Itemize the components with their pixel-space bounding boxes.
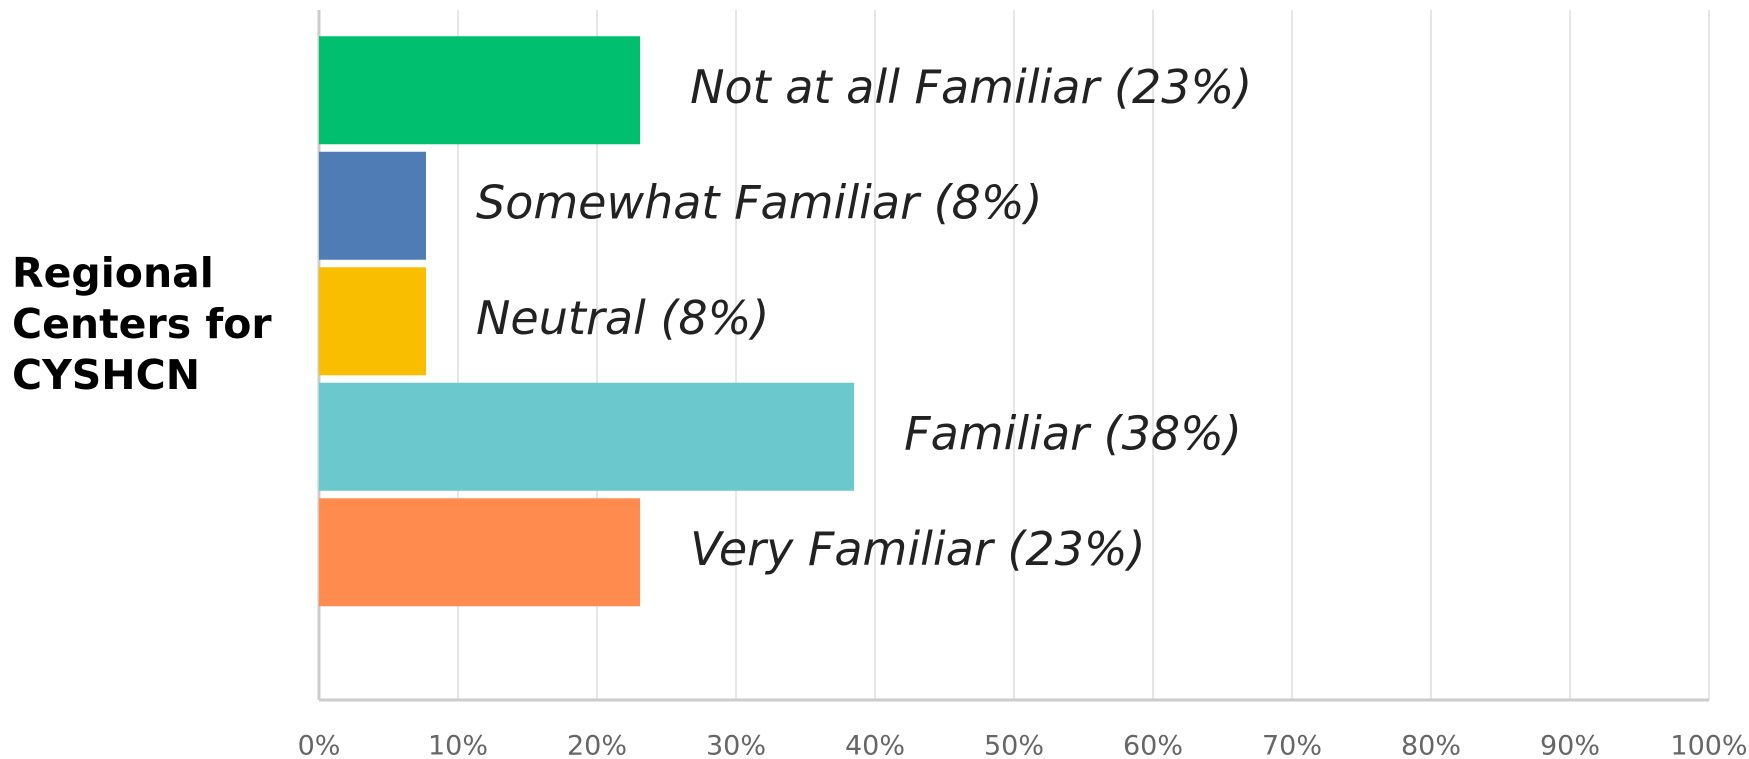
x-tick-label: 50% [984,731,1044,759]
x-tick-label: 10% [428,731,488,759]
data-label: Familiar (38%) [904,406,1242,460]
bar [319,36,641,145]
bar [319,267,427,376]
bar [319,498,641,607]
data-label: Not at all Familiar (23%) [690,60,1252,114]
data-label: Somewhat Familiar (8%) [476,175,1042,229]
bar [319,382,855,491]
data-label: Very Familiar (23%) [690,522,1146,576]
x-tick-label: 90% [1540,731,1600,759]
x-tick-label: 100% [1670,731,1747,759]
x-tick-label: 80% [1401,731,1461,759]
data-label: Neutral (8%) [476,291,769,345]
bar [319,151,427,260]
x-tick-label: 40% [845,731,905,759]
x-tick-label: 30% [706,731,766,759]
x-tick-label: 60% [1123,731,1183,759]
x-tick-label: 0% [298,731,341,759]
x-tick-label: 20% [567,731,627,759]
category-label: Regional Centers for CYSHCN [12,249,272,399]
x-tick-label: 70% [1262,731,1322,759]
